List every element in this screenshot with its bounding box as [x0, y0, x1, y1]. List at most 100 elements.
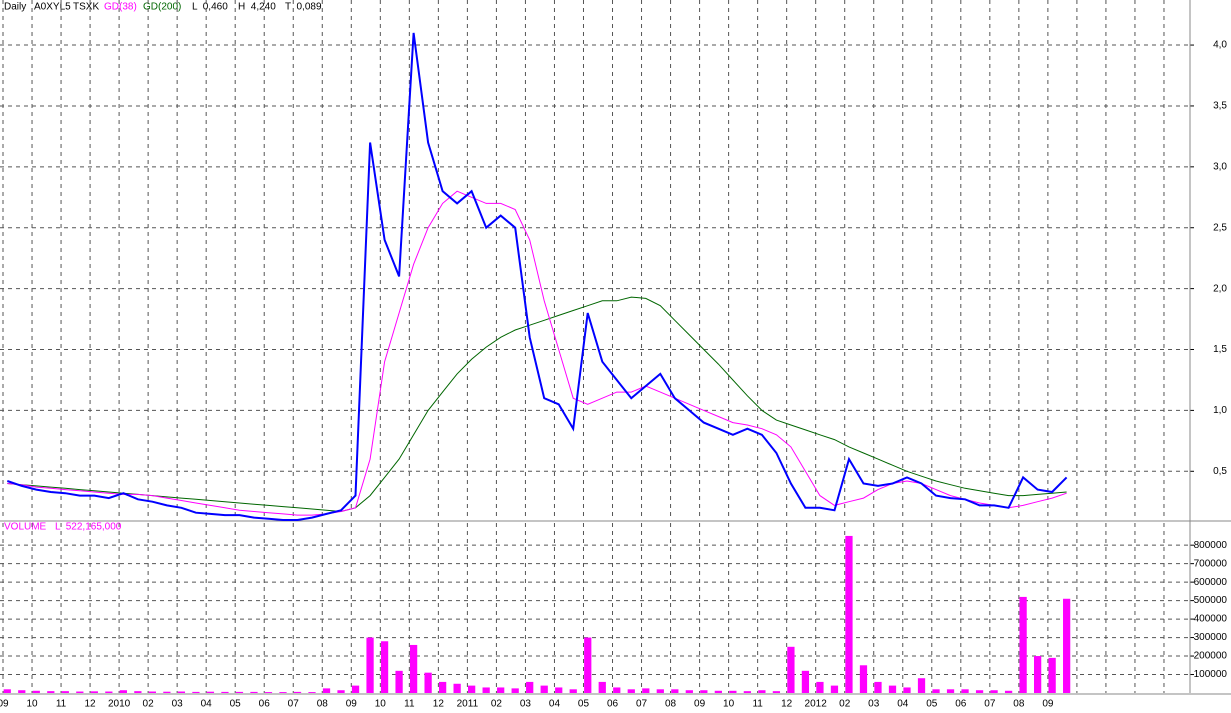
moving-average [7, 296, 1067, 513]
volume-bar [380, 641, 389, 693]
volume-bar [526, 681, 534, 693]
x-tick-label: 03 [868, 699, 880, 710]
x-tick-label: 10 [26, 699, 38, 710]
volume-bar [163, 691, 171, 693]
y-tick-label: 3,5 [1213, 101, 1227, 112]
x-tick-label: 02 [839, 699, 851, 710]
x-tick-label: 09 [346, 699, 358, 710]
volume-bar [366, 637, 374, 693]
volume-bar [322, 688, 331, 693]
x-tick-label: 04 [201, 699, 213, 710]
x-tick-label: 02 [491, 699, 503, 710]
volume-bar [685, 690, 693, 693]
x-tick-label: 11 [56, 699, 67, 710]
volume-bar [1048, 657, 1056, 693]
x-tick-label: 03 [520, 699, 532, 710]
volume-bar [177, 691, 186, 693]
volume-bar [511, 688, 519, 693]
y-tick-label: 500000 [1194, 595, 1228, 606]
y-tick-label: 100000 [1194, 669, 1228, 680]
volume-bar [90, 691, 98, 693]
volume-bar [729, 690, 737, 693]
x-tick-label: 10 [723, 699, 735, 710]
volume-bar [497, 687, 505, 693]
x-tick-label: 06 [955, 699, 967, 710]
volume-bar [279, 692, 287, 693]
volume-title: VOLUME [4, 522, 47, 533]
y-tick-label: 0,5 [1213, 466, 1227, 477]
volume-bar [975, 690, 984, 693]
volume-bar [119, 690, 127, 693]
x-tick-label: 05 [230, 699, 242, 710]
x-tick-label: 05 [926, 699, 938, 710]
volume-bar [613, 687, 621, 693]
volume-bar [642, 688, 650, 693]
volume-bar [221, 691, 229, 693]
volume-bar [337, 690, 345, 693]
volume-bar [482, 687, 490, 693]
volume-bar [61, 691, 69, 693]
volume-bar [555, 687, 563, 693]
y-tick-label: 800000 [1194, 540, 1228, 551]
volume-bar [584, 637, 592, 693]
y-tick-label: 400000 [1194, 614, 1228, 625]
legend-entry: GD(38) [104, 2, 137, 13]
volume-subtitle: L 522,165,000 [55, 522, 122, 533]
volume-bar [990, 690, 998, 693]
volume-bar [47, 691, 55, 693]
x-tick-label: 08 [317, 699, 329, 710]
volume-bar [816, 681, 824, 693]
volume-bar [235, 691, 244, 693]
x-tick-label: 10 [375, 699, 387, 710]
volume-bar [627, 689, 635, 693]
x-tick-label: 07 [636, 699, 648, 710]
y-tick-label: 700000 [1194, 558, 1228, 569]
y-tick-label: 600000 [1194, 577, 1228, 588]
volume-bar [453, 683, 461, 693]
volume-bar [946, 689, 955, 693]
x-tick-label: 2011 [457, 699, 479, 710]
x-tick-label: 08 [665, 699, 677, 710]
x-tick-label: 04 [549, 699, 561, 710]
y-tick-label: 2,0 [1213, 283, 1227, 294]
volume-bar [1033, 656, 1042, 693]
x-tick-label: 06 [607, 699, 619, 710]
volume-bar [932, 689, 940, 693]
volume-bar [743, 691, 752, 693]
volume-bar [264, 692, 273, 693]
volume-bar [1019, 596, 1027, 693]
volume-bar [395, 670, 403, 693]
volume-bar [76, 691, 84, 693]
volume-bar [293, 691, 302, 693]
volume-bar [105, 691, 113, 693]
volume-bar [801, 670, 810, 693]
x-tick-label: 08 [1013, 699, 1025, 710]
y-tick-label: 1,5 [1213, 344, 1227, 355]
volume-bar [598, 681, 606, 693]
x-tick-label: 11 [752, 699, 763, 710]
y-tick-label: 1,0 [1213, 405, 1227, 416]
x-tick-label: 07 [288, 699, 300, 710]
volume-bar [874, 681, 882, 693]
volume-bar [3, 689, 11, 693]
volume-bar [468, 685, 476, 693]
stat: T 0,089 [285, 2, 322, 13]
x-tick-label: 03 [172, 699, 184, 710]
volume-bar [1063, 598, 1071, 693]
stat: L 0,460 [192, 2, 228, 13]
volume-bar [671, 689, 679, 693]
volume-bar [845, 535, 853, 693]
volume-bar [148, 691, 157, 693]
x-tick-label: 11 [404, 699, 415, 710]
volume-bar [424, 672, 432, 693]
volume-bar [714, 690, 722, 693]
x-tick-label: 12 [781, 699, 793, 710]
volume-bar [656, 689, 664, 693]
x-tick-label: 04 [897, 699, 909, 710]
symbol: A0XYL5 [34, 2, 71, 13]
x-tick-label: 12 [85, 699, 97, 710]
volume-bar [569, 689, 577, 693]
volume-bar [308, 692, 316, 693]
x-tick-label: 2012 [805, 699, 828, 710]
